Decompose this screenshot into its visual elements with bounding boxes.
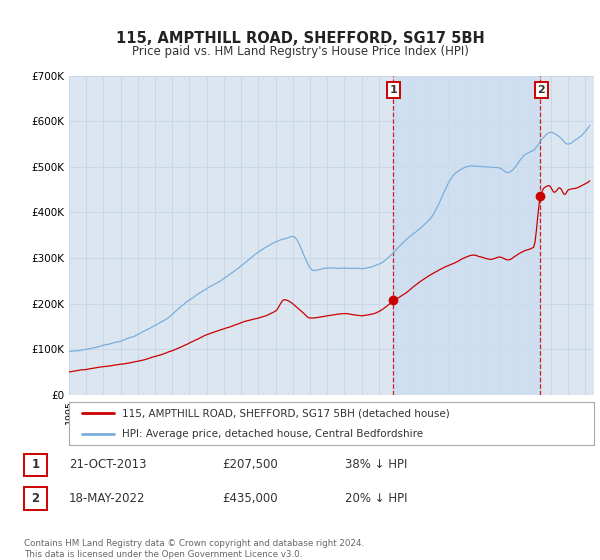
- Text: 20% ↓ HPI: 20% ↓ HPI: [345, 492, 407, 505]
- Bar: [393, 76, 540, 395]
- Text: 2: 2: [31, 492, 40, 505]
- Text: 21-OCT-2013: 21-OCT-2013: [69, 458, 146, 472]
- Text: 1: 1: [390, 85, 398, 95]
- Text: 115, AMPTHILL ROAD, SHEFFORD, SG17 5BH (detached house): 115, AMPTHILL ROAD, SHEFFORD, SG17 5BH (…: [121, 408, 449, 418]
- FancyBboxPatch shape: [24, 454, 47, 476]
- Text: 2: 2: [537, 85, 545, 95]
- FancyBboxPatch shape: [24, 487, 47, 510]
- Text: £207,500: £207,500: [222, 458, 278, 472]
- Text: HPI: Average price, detached house, Central Bedfordshire: HPI: Average price, detached house, Cent…: [121, 430, 422, 439]
- Text: Price paid vs. HM Land Registry's House Price Index (HPI): Price paid vs. HM Land Registry's House …: [131, 45, 469, 58]
- Text: 18-MAY-2022: 18-MAY-2022: [69, 492, 146, 505]
- Text: 38% ↓ HPI: 38% ↓ HPI: [345, 458, 407, 472]
- Text: 115, AMPTHILL ROAD, SHEFFORD, SG17 5BH: 115, AMPTHILL ROAD, SHEFFORD, SG17 5BH: [116, 31, 484, 46]
- Text: £435,000: £435,000: [222, 492, 278, 505]
- Text: Contains HM Land Registry data © Crown copyright and database right 2024.
This d: Contains HM Land Registry data © Crown c…: [24, 539, 364, 559]
- Text: 1: 1: [31, 458, 40, 472]
